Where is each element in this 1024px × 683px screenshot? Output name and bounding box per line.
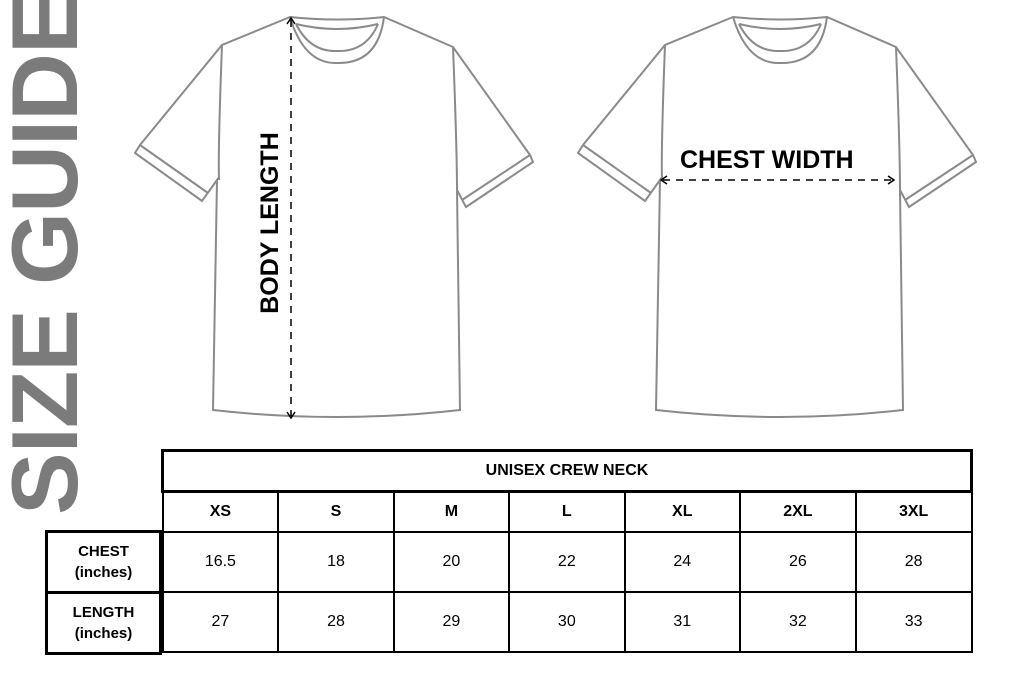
chest-value: 20 bbox=[392, 531, 511, 593]
size-header: 2XL bbox=[739, 490, 857, 533]
size-header: 3XL bbox=[854, 490, 973, 533]
chest-width-label: CHEST WIDTH bbox=[680, 146, 854, 174]
sizes-row: XS S M L XL 2XL 3XL bbox=[161, 490, 973, 533]
body-length-arrow bbox=[286, 16, 296, 420]
table-heading: UNISEX CREW NECK bbox=[161, 449, 973, 493]
length-value: 30 bbox=[508, 591, 626, 653]
size-header: S bbox=[277, 490, 395, 533]
row-label: LENGTH bbox=[72, 604, 135, 621]
chest-value: 16.5 bbox=[161, 531, 280, 593]
row-label: CHEST bbox=[78, 543, 129, 560]
tshirt-diagrams bbox=[134, 16, 977, 420]
chest-row-label: CHEST (inches) bbox=[45, 530, 162, 594]
chest-value: 24 bbox=[623, 531, 742, 593]
chest-value: 18 bbox=[277, 531, 395, 593]
row-unit: (inches) bbox=[74, 564, 133, 581]
length-row-label: LENGTH (inches) bbox=[45, 591, 162, 655]
row-labels: CHEST (inches) LENGTH (inches) bbox=[45, 530, 162, 655]
body-length-label: BODY LENGTH bbox=[256, 132, 284, 314]
size-table: UNISEX CREW NECK XS S M L XL 2XL 3XL 16.… bbox=[161, 449, 973, 653]
length-value: 28 bbox=[277, 591, 395, 653]
length-value: 29 bbox=[392, 591, 511, 653]
chest-value: 22 bbox=[508, 531, 626, 593]
chest-value: 26 bbox=[739, 531, 857, 593]
tshirt-front-right bbox=[577, 16, 977, 418]
tshirt-front-left bbox=[134, 16, 534, 418]
table-row: 27 28 29 30 31 32 33 bbox=[161, 591, 973, 653]
table-row: 16.5 18 20 22 24 26 28 bbox=[161, 531, 973, 593]
length-value: 27 bbox=[161, 591, 280, 653]
length-value: 31 bbox=[623, 591, 742, 653]
chest-value: 28 bbox=[854, 531, 973, 593]
size-header: XL bbox=[623, 490, 742, 533]
size-header: L bbox=[508, 490, 626, 533]
size-header: M bbox=[392, 490, 511, 533]
row-unit: (inches) bbox=[74, 625, 133, 642]
size-header: XS bbox=[161, 490, 280, 533]
length-value: 32 bbox=[739, 591, 857, 653]
length-value: 33 bbox=[854, 591, 973, 653]
chest-width-arrow bbox=[659, 175, 896, 185]
